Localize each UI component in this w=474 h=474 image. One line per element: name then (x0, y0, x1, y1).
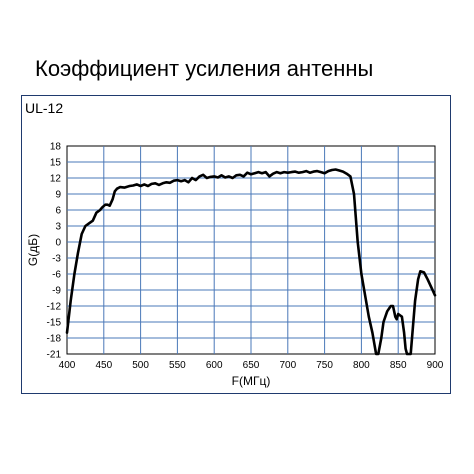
series-layer (65, 168, 437, 356)
y-tick-label: -3 (52, 254, 61, 265)
x-tick-label: 850 (390, 360, 407, 371)
y-tick-labels: 18 15 12 9 6 3 0 -3 -6 -9 -12 -15 -18 -21 (47, 142, 62, 361)
x-tick-label: 600 (206, 360, 223, 371)
x-tick-label: 450 (95, 360, 112, 371)
gain-series-line (65, 168, 437, 356)
y-tick-label: 18 (50, 142, 62, 153)
x-tick-label: 800 (353, 360, 370, 371)
x-tick-label: 750 (316, 360, 333, 371)
y-tick-label: 3 (55, 222, 61, 233)
y-tick-label: 15 (50, 158, 62, 169)
y-tick-label: 0 (55, 238, 61, 249)
x-tick-label: 900 (427, 360, 444, 371)
x-tick-label: 650 (243, 360, 260, 371)
y-tick-label: -6 (52, 270, 61, 281)
model-label: UL-12 (25, 100, 63, 116)
y-tick-label: -9 (52, 286, 61, 297)
page-title: Коэффициент усиления антенны (35, 56, 374, 81)
y-tick-label: 9 (55, 190, 61, 201)
y-tick-label: -18 (47, 334, 62, 345)
x-tick-labels: 400 450 500 550 600 650 700 750 800 850 900 (59, 360, 444, 371)
y-tick-label: -12 (47, 302, 62, 313)
y-axis-label: G(дБ) (26, 234, 40, 266)
y-tick-label: -15 (47, 318, 62, 329)
x-tick-label: 400 (59, 360, 76, 371)
x-tick-label: 550 (169, 360, 186, 371)
x-axis-label: F(МГц) (232, 374, 271, 388)
y-tick-label: 6 (55, 206, 61, 217)
x-tick-label: 700 (279, 360, 296, 371)
x-tick-label: 500 (132, 360, 149, 371)
y-tick-label: 12 (50, 174, 62, 185)
y-tick-label: -21 (47, 350, 62, 361)
grid-lines (67, 146, 435, 354)
